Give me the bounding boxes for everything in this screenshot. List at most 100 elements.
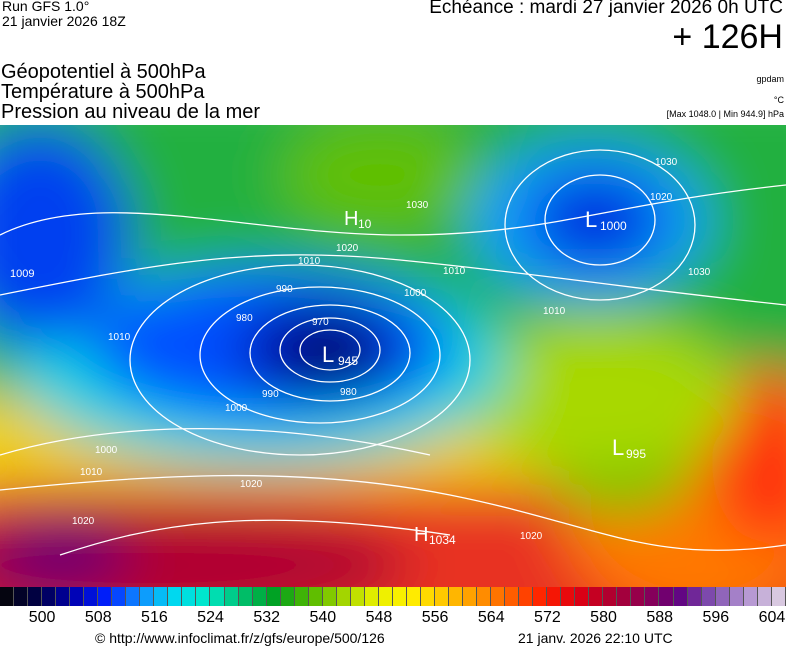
colorbar-swatch xyxy=(252,587,267,606)
colorbar-swatch xyxy=(28,587,43,606)
colorbar-swatch xyxy=(477,587,492,606)
colorbar-tick: 524 xyxy=(197,609,224,626)
isobar-labels: 970 980 980 990 990 1000 1000 1000 1010 … xyxy=(72,157,711,542)
colorbar-swatch xyxy=(238,587,253,606)
colorbar-swatch xyxy=(224,587,239,606)
colorbar-swatch xyxy=(589,587,604,606)
colorbar-swatch xyxy=(196,587,211,606)
isobar-label: 1010 xyxy=(108,332,131,343)
colorbar-tick: 508 xyxy=(84,609,112,626)
colorbar-swatch xyxy=(378,587,393,606)
colorbar-swatch xyxy=(673,587,688,606)
colorbar-tick: 540 xyxy=(309,609,337,626)
isobar-label: 1010 xyxy=(298,256,321,267)
colorbar-swatch xyxy=(434,587,449,606)
isobar-label: 1020 xyxy=(520,531,543,542)
run-date: 21 janvier 2026 18Z xyxy=(2,13,126,29)
colorbar-swatch xyxy=(743,587,758,606)
isobar-label: 1020 xyxy=(72,516,95,527)
isobar-label: 1030 xyxy=(655,157,678,168)
colorbar-swatch xyxy=(364,587,379,606)
lead-time: + 126H xyxy=(672,18,783,56)
title-geopotential: Géopotentiel à 500hPa xyxy=(1,61,206,83)
titles: Géopotentiel à 500hPa Température à 500h… xyxy=(1,62,260,122)
colorbar-swatch xyxy=(140,587,155,606)
colorbar-swatch xyxy=(280,587,295,606)
colorbar-swatch xyxy=(420,587,435,606)
high-value: 1034 xyxy=(429,533,456,547)
isobar-label: 1000 xyxy=(404,288,427,299)
colorbar-swatch xyxy=(631,587,646,606)
colorbar-tick: 564 xyxy=(477,609,505,626)
isobar-label: 1010 xyxy=(443,266,466,277)
colorbar-swatch xyxy=(210,587,225,606)
colorbar-swatch xyxy=(701,587,716,606)
colorbar-tick: 588 xyxy=(646,609,674,626)
colorbar-swatch xyxy=(308,587,323,606)
colorbar-swatch xyxy=(126,587,141,606)
isobar-label: 1000 xyxy=(225,403,248,414)
colorbar-swatch xyxy=(42,587,57,606)
isobar-label: 1030 xyxy=(688,267,711,278)
colorbar-tick: 580 xyxy=(590,609,617,626)
isobar-label: 1020 xyxy=(650,192,673,203)
colorbar-swatch xyxy=(84,587,99,606)
isobar-label: 980 xyxy=(340,387,357,398)
low-value: 995 xyxy=(626,447,646,461)
colorbar-swatch xyxy=(14,587,29,606)
colorbar-tick: 516 xyxy=(141,609,168,626)
colorbar-swatch xyxy=(715,587,730,606)
colorbar-swatch xyxy=(168,587,183,606)
colorbar-swatch xyxy=(659,587,674,606)
colorbar-swatch xyxy=(505,587,520,606)
colorbar-swatch xyxy=(98,587,113,606)
colorbar-swatch xyxy=(491,587,506,606)
isobar-label: 990 xyxy=(262,389,279,400)
colorbar-swatch xyxy=(519,587,534,606)
pressure-centers: L 945 L 1000 1009 L 995 H 10 H 1034 xyxy=(10,207,646,547)
colorbar-tick: 572 xyxy=(534,609,561,626)
title-pressure: Pression au niveau de la mer xyxy=(1,101,261,123)
colorbar-swatch xyxy=(70,587,85,606)
low-value: 1009 xyxy=(10,268,34,280)
high-center: H xyxy=(344,208,358,230)
high-value: 10 xyxy=(358,217,372,231)
colorbar-tick: 556 xyxy=(421,609,449,626)
low-center: L xyxy=(322,342,334,367)
colorbar-swatch xyxy=(294,587,309,606)
title-temperature: Température à 500hPa xyxy=(1,81,205,103)
colorbar-swatch xyxy=(729,587,744,606)
isobars xyxy=(0,149,786,556)
colorbar-tick: 548 xyxy=(365,609,393,626)
colorbar-swatch xyxy=(322,587,337,606)
colorbar-swatch xyxy=(154,587,169,606)
low-value: 1000 xyxy=(600,219,627,233)
isobar-label: 980 xyxy=(236,313,253,324)
source-url[interactable]: © http://www.infoclimat.fr/z/gfs/europe/… xyxy=(95,630,385,646)
echeance: Echéance : mardi 27 janvier 2026 0h UTC xyxy=(429,0,783,18)
low-center: L xyxy=(585,207,597,232)
isobar-label: 990 xyxy=(276,284,293,295)
colorbar-swatch xyxy=(771,587,786,606)
isobar-label: 1000 xyxy=(95,445,118,456)
isobar-label: 1030 xyxy=(406,200,429,211)
colorbar-tick: 532 xyxy=(253,609,281,626)
colorbar-swatch xyxy=(182,587,197,606)
colorbar-swatch xyxy=(449,587,464,606)
weather-map: L 945 L 1000 1009 L 995 H 10 H 1034 970 980 9… xyxy=(0,125,786,587)
colorbar xyxy=(0,587,786,606)
unit-geo: gpdam xyxy=(756,74,784,84)
colorbar-swatch xyxy=(575,587,590,606)
colorbar-swatch xyxy=(603,587,618,606)
isobar-label: 970 xyxy=(312,317,329,328)
colorbar-swatch xyxy=(0,587,15,606)
isobar-label: 1010 xyxy=(80,467,103,478)
unit-temp: °C xyxy=(773,95,784,105)
colorbar-swatch xyxy=(392,587,407,606)
isobar-label: 1020 xyxy=(240,479,263,490)
run-label: Run GFS 1.0° xyxy=(2,0,90,14)
colorbar-swatch xyxy=(266,587,281,606)
colorbar-swatch xyxy=(533,587,548,606)
colorbar-tick: 604 xyxy=(758,609,786,626)
colorbar-swatch xyxy=(757,587,772,606)
